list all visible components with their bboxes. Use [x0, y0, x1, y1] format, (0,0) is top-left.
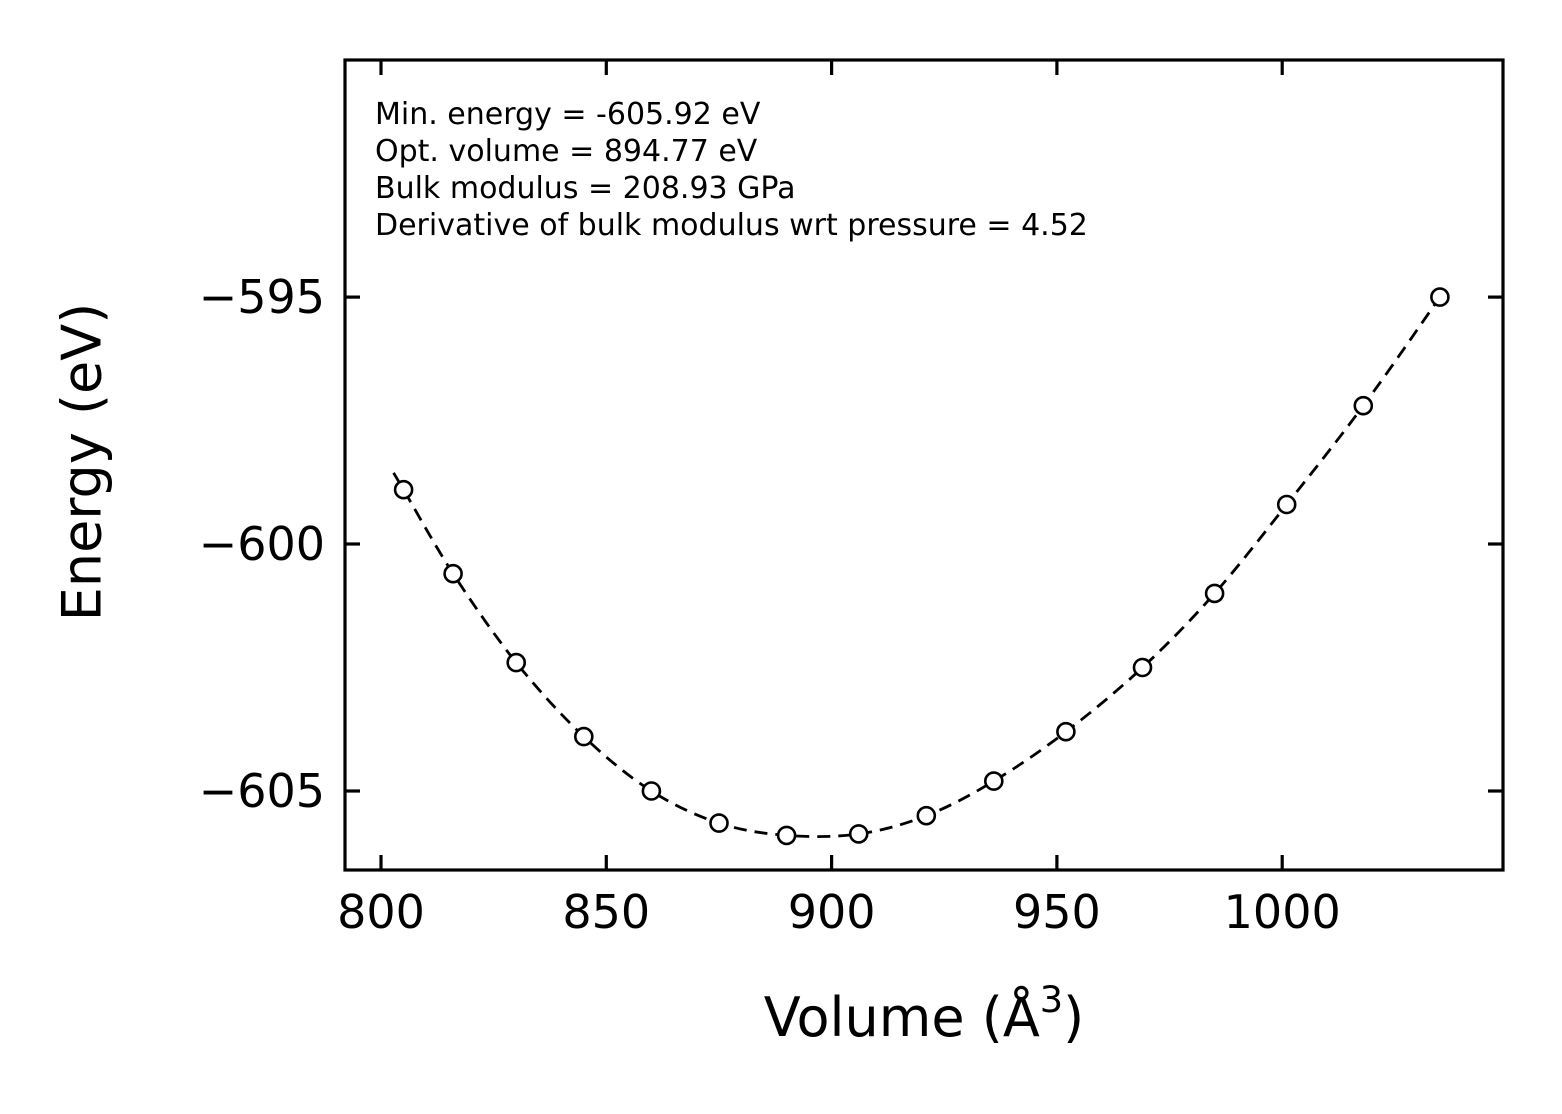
x-axis-label-close: ) — [1063, 986, 1085, 1049]
y-axis-label: Energy (eV) — [50, 302, 114, 622]
data-point-marker — [776, 825, 797, 846]
data-point-marker — [1276, 494, 1297, 515]
data-point-marker — [573, 726, 594, 747]
data-point-marker — [916, 805, 937, 826]
data-point-marker — [848, 824, 869, 844]
annotation-bulk-modulus: Bulk modulus = 208.93 GPa — [375, 171, 796, 206]
data-point-marker — [709, 813, 729, 833]
x-tick-label: 800 — [337, 885, 425, 939]
data-point-marker — [1353, 395, 1374, 416]
annotation-opt-volume: Opt. volume = 894.77 eV — [375, 134, 758, 169]
y-tick-label: −600 — [199, 517, 325, 571]
x-axis-label-superscript: 3 — [1039, 977, 1064, 1021]
data-point-marker — [1430, 287, 1450, 307]
data-point-marker — [506, 652, 527, 673]
y-tick-label: −595 — [199, 270, 325, 324]
data-point-marker — [641, 781, 662, 801]
annotation-min-energy: Min. energy = -605.92 eV — [375, 97, 761, 132]
x-axis-label: Volume (Å3) — [763, 978, 1085, 1050]
x-tick-label: 950 — [1013, 885, 1101, 939]
y-tick-label: −605 — [199, 764, 325, 818]
x-axis-label-text: Volume (Å — [763, 986, 1040, 1049]
annotation-bulk-modulus-derivative: Derivative of bulk modulus wrt pressure … — [375, 208, 1088, 243]
data-point-marker — [443, 563, 463, 584]
data-point-marker — [983, 771, 1004, 791]
plot-border — [343, 58, 1505, 872]
x-tick-label: 900 — [788, 885, 876, 939]
fit-curve-dashed-line — [392, 296, 1442, 839]
fit-results-annotation: Min. energy = -605.92 eV Opt. volume = 8… — [375, 96, 1088, 244]
x-tick-label: 1000 — [1224, 885, 1341, 939]
data-point-marker — [1132, 657, 1153, 678]
data-point-marker — [1204, 583, 1225, 604]
data-point-marker — [1056, 721, 1076, 742]
x-tick-label: 850 — [562, 885, 650, 939]
data-point-marker — [393, 479, 414, 500]
